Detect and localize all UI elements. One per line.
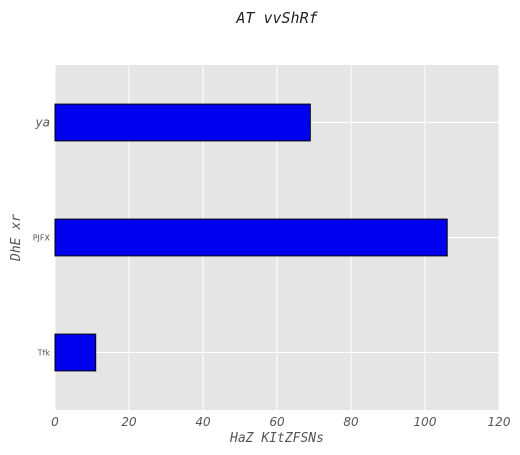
- y-tick-label: PJFX: [33, 233, 51, 242]
- x-tick-label: 20: [121, 415, 137, 429]
- y-tick-label: ya: [35, 116, 50, 130]
- tick-labels: 0 20 40 60 80 100 120 Tfk PJFX ya: [33, 116, 511, 429]
- bar-ya: [54, 103, 311, 142]
- x-tick-label: 40: [195, 415, 211, 429]
- x-tick-label: 0: [51, 415, 59, 429]
- x-tick-label: 100: [414, 415, 437, 429]
- chart-title: AT vvShRf: [235, 9, 318, 27]
- x-tick-label: 60: [269, 415, 285, 429]
- bars: [54, 103, 448, 372]
- y-axis-label: DhE xr: [9, 214, 24, 262]
- x-tick-label: 120: [488, 415, 511, 429]
- y-tick-label: Tfk: [37, 348, 51, 357]
- bar-tfk: [54, 333, 97, 372]
- x-tick-label: 80: [343, 415, 359, 429]
- bar-pjfx: [54, 218, 448, 257]
- x-axis-label: HaZ KItZFSNs: [229, 431, 324, 446]
